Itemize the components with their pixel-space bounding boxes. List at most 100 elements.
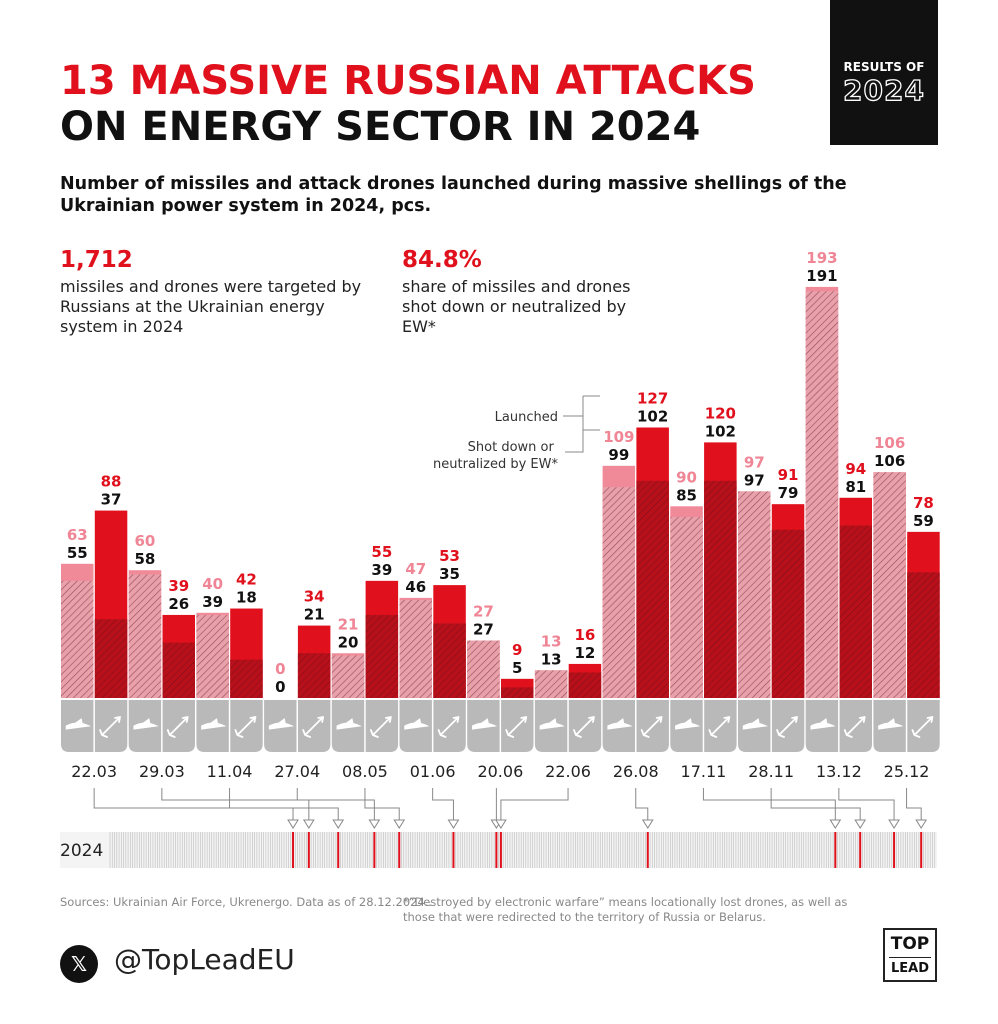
timeline-arrow — [393, 819, 406, 829]
weapon-icons-01.06 — [399, 700, 466, 752]
timeline-connector — [500, 788, 569, 820]
total-count: 1,712 — [60, 247, 133, 273]
missile-launched-label: 53 — [439, 547, 460, 565]
drone-shot-down-label: 0 — [275, 678, 285, 696]
missile-icon — [776, 716, 798, 738]
missile-shot-down-label: 12 — [575, 644, 596, 662]
drone-launched-label: 13 — [541, 632, 562, 650]
weapon-icons-22.06 — [534, 700, 602, 752]
x-logo-icon[interactable]: 𝕏 — [60, 945, 98, 983]
missile-launched-label: 9 — [512, 641, 522, 659]
missile-shot-down-hatch — [501, 687, 534, 698]
missile-bar-20.06: 95 — [501, 641, 534, 698]
drone-shot-down-hatch — [602, 487, 636, 698]
legend-shot-down-label: Shot down or neutralized by EW* — [433, 440, 558, 472]
timeline-connector — [161, 788, 310, 820]
timeline-connector — [296, 788, 375, 820]
chart-subtitle: Number of missiles and attack drones lau… — [60, 174, 847, 216]
timeline-connector — [702, 788, 836, 820]
missile-shot-down-hatch — [230, 659, 263, 698]
date-label: 26.08 — [612, 762, 659, 781]
weapon-icons-08.05 — [331, 700, 399, 752]
timeline-connector — [635, 788, 649, 820]
results-badge: RESULTS OF 2024 — [830, 0, 938, 145]
timeline-connector — [364, 788, 400, 820]
missile-icon — [708, 716, 731, 738]
timeline-arrow — [302, 819, 315, 829]
drone-icon — [878, 718, 904, 730]
timeline-arrow — [829, 819, 842, 829]
weapon-icons-17.11 — [670, 700, 737, 752]
missile-icon — [369, 716, 392, 738]
social-handle[interactable]: @TopLeadEU — [114, 943, 295, 976]
timeline-arrow — [495, 819, 507, 829]
missile-shot-down-hatch — [568, 672, 602, 698]
missile-icon — [505, 716, 528, 738]
source-note: Sources: Ukrainian Air Force, Ukrenergo.… — [60, 895, 433, 909]
date-label: 13.12 — [815, 762, 862, 781]
date-label: 22.03 — [71, 762, 118, 781]
drone-icon — [133, 718, 159, 730]
drone-launched-label: 0 — [275, 660, 285, 678]
timeline-arrow — [854, 819, 867, 829]
date-label: 11.04 — [206, 762, 253, 781]
drone-launched-label: 63 — [67, 526, 88, 544]
drone-shot-down-label: 13 — [541, 650, 562, 668]
missile-shot-down-hatch — [907, 572, 940, 698]
missile-launched-label: 91 — [778, 466, 799, 484]
title-line-1: 13 MASSIVE RUSSIAN ATTACKS — [60, 58, 756, 104]
missile-shot-down-hatch — [433, 623, 466, 698]
weapon-icons-25.12 — [873, 700, 940, 752]
missile-icon — [99, 716, 121, 738]
toplead-logo: TOP LEAD — [883, 928, 937, 982]
missile-shot-down-label: 102 — [637, 407, 668, 425]
timeline-arrow — [368, 819, 381, 829]
missile-shot-down-label: 35 — [439, 565, 460, 583]
ew-footnote: *“Destroyed by electronic warfare” means… — [403, 895, 848, 924]
date-label: 20.06 — [477, 762, 524, 781]
drone-icon — [810, 718, 836, 730]
missile-shot-down-label: 79 — [778, 484, 799, 502]
drone-icon — [404, 718, 430, 730]
missile-launched-label: 34 — [304, 588, 325, 606]
title-line-2: ON ENERGY SECTOR IN 2024 — [60, 104, 701, 150]
weapon-icons-29.03 — [128, 700, 195, 752]
drone-shot-down-hatch — [196, 614, 229, 698]
missile-shot-down-hatch — [162, 642, 195, 698]
drone-launched-label: 106 — [874, 434, 905, 452]
missile-shot-down-label: 18 — [236, 589, 257, 607]
missile-launched-label: 88 — [101, 473, 122, 491]
drone-shot-down-label: 55 — [67, 544, 88, 562]
date-label: 28.11 — [748, 762, 795, 781]
missile-shot-down-hatch — [704, 480, 737, 698]
drone-shot-down-label: 99 — [608, 446, 629, 464]
drone-shot-down-label: 191 — [806, 267, 837, 285]
drone-icon — [65, 718, 91, 730]
drone-icon — [607, 718, 633, 730]
date-label: 01.06 — [409, 762, 456, 781]
missile-icon — [234, 716, 257, 738]
drone-shot-down-hatch — [399, 600, 432, 698]
missile-icon — [166, 716, 189, 738]
timeline-connector — [838, 788, 895, 820]
logo-top-text: TOP — [890, 934, 930, 954]
legend-shot-down-line-1: Shot down or — [468, 440, 555, 455]
missile-launched-label: 94 — [845, 460, 866, 478]
missile-launched-label: 42 — [236, 571, 257, 589]
drone-shot-down-hatch — [128, 574, 162, 698]
drone-launched-label: 21 — [338, 615, 359, 633]
drone-shot-down-hatch — [873, 472, 906, 698]
